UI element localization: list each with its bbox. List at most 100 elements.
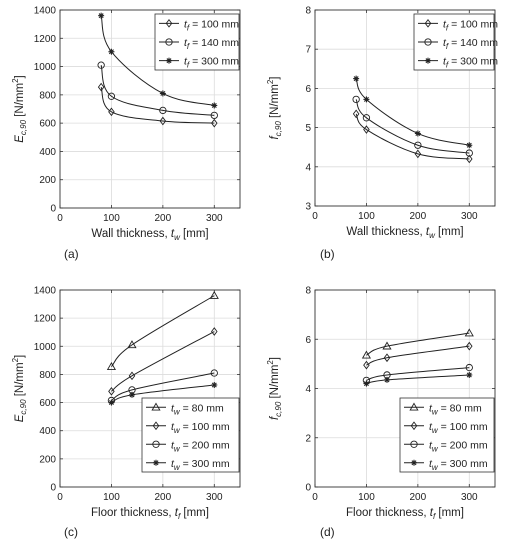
y-axis-label-close: ] xyxy=(269,76,281,79)
data-point xyxy=(363,125,370,134)
data-point xyxy=(361,350,372,359)
y-tick-label: 800 xyxy=(39,90,56,101)
panel-label: (c) xyxy=(64,525,78,539)
series-line xyxy=(111,372,215,401)
y-axis-label-unit: [N/mm xyxy=(14,362,26,399)
data-point xyxy=(128,371,136,381)
y-tick-label: 1000 xyxy=(34,342,57,353)
y-tick-label: 2 xyxy=(305,433,311,444)
y-tick-label: 400 xyxy=(39,147,56,158)
legend-sub: w xyxy=(432,444,439,453)
x-tick-label: 200 xyxy=(410,211,427,222)
x-axis-label-unit: [mm] xyxy=(435,507,464,519)
legend-sub: f xyxy=(187,23,190,32)
star-marker-stroke xyxy=(363,381,369,387)
series-line xyxy=(366,332,470,356)
legend-sub: f xyxy=(187,42,190,51)
star-marker-stroke xyxy=(153,460,159,466)
star-marker-stroke xyxy=(108,49,114,55)
series-1 xyxy=(106,290,219,370)
data-point xyxy=(97,61,105,69)
legend-var: t xyxy=(429,439,433,451)
y-tick-label: 0 xyxy=(50,483,56,494)
legend-sub: w xyxy=(432,463,439,472)
star-marker-stroke xyxy=(211,382,217,388)
x-axis-label-unit: [mm] xyxy=(180,228,209,240)
x-axis-label-sub: f xyxy=(433,512,436,521)
legend-marker xyxy=(410,421,418,431)
star-marker-stroke xyxy=(466,372,472,378)
legend-entry-text: tw = 300 mm xyxy=(429,458,488,472)
x-tick-label: 200 xyxy=(410,492,427,503)
series-2 xyxy=(97,61,218,120)
data-point xyxy=(466,142,473,149)
axes-box xyxy=(59,289,241,488)
legend-rest: = 100 mm xyxy=(189,18,239,30)
data-point xyxy=(127,340,137,349)
x-tick-label: 100 xyxy=(103,492,120,503)
data-point xyxy=(363,360,370,370)
y-axis-label-sub: c,90 xyxy=(274,401,283,417)
legend-entry-text: tf = 100 mm xyxy=(443,18,498,32)
legend-rest: = 80 mm xyxy=(438,402,482,414)
y-axis-label-main: E xyxy=(14,135,26,143)
legend-sub: w xyxy=(174,463,181,472)
data-point xyxy=(466,341,473,351)
legend-marker xyxy=(424,18,432,28)
x-axis-label-sub: f xyxy=(178,512,181,521)
legend-entry-text: tw = 300 mm xyxy=(171,458,230,472)
x-axis-label-main: Floor thickness, xyxy=(91,507,175,519)
data-point xyxy=(159,116,167,126)
axes-box xyxy=(314,289,496,488)
legend-marker xyxy=(151,402,161,411)
legend-var: t xyxy=(443,18,447,30)
legend-var: t xyxy=(429,402,433,414)
series-line xyxy=(111,295,215,368)
data-point xyxy=(384,376,390,383)
x-tick-label: 0 xyxy=(312,211,318,222)
y-axis-label-sub: c,90 xyxy=(19,119,28,135)
data-point xyxy=(363,96,370,103)
x-tick-label: 300 xyxy=(461,211,478,222)
legend-entry-text: tf = 140 mm xyxy=(443,37,498,51)
legend-marker xyxy=(152,421,160,431)
legend-sub: w xyxy=(432,426,439,435)
data-point xyxy=(465,149,473,157)
data-point xyxy=(382,341,392,350)
data-point xyxy=(362,114,371,122)
legend-rest: = 300 mm xyxy=(180,458,230,470)
series-line xyxy=(355,99,470,154)
legend-rest: = 100 mm xyxy=(448,18,498,30)
series-2 xyxy=(363,341,473,370)
x-tick-label: 300 xyxy=(461,492,478,503)
y-tick-label: 1000 xyxy=(34,62,57,73)
panel-label: (d) xyxy=(320,525,335,539)
star-marker-stroke xyxy=(384,377,390,383)
star-marker-stroke xyxy=(363,96,369,102)
legend-entry-text: tf = 100 mm xyxy=(184,18,239,32)
y-axis-label-unit: [N/mm xyxy=(269,365,281,402)
legend-var: t xyxy=(184,37,188,49)
data-point xyxy=(352,95,360,104)
data-point xyxy=(353,75,360,82)
y-axis-label-close: ] xyxy=(269,357,281,360)
y-tick-label: 600 xyxy=(39,398,56,409)
legend-var: t xyxy=(443,37,447,49)
y-tick-label: 8 xyxy=(305,286,311,297)
x-tick-label: 100 xyxy=(358,492,375,503)
x-axis-label-var: t xyxy=(175,507,179,519)
legend-rest: = 100 mm xyxy=(438,421,488,433)
series-1 xyxy=(361,328,474,359)
data-point xyxy=(97,82,105,92)
y-tick-label: 400 xyxy=(39,426,56,437)
x-tick-label: 200 xyxy=(155,213,172,224)
legend-entry-text: tf = 140 mm xyxy=(184,37,239,51)
legend-marker xyxy=(153,459,159,466)
data-point xyxy=(466,154,473,164)
data-point xyxy=(465,363,473,372)
series-2 xyxy=(352,95,473,157)
